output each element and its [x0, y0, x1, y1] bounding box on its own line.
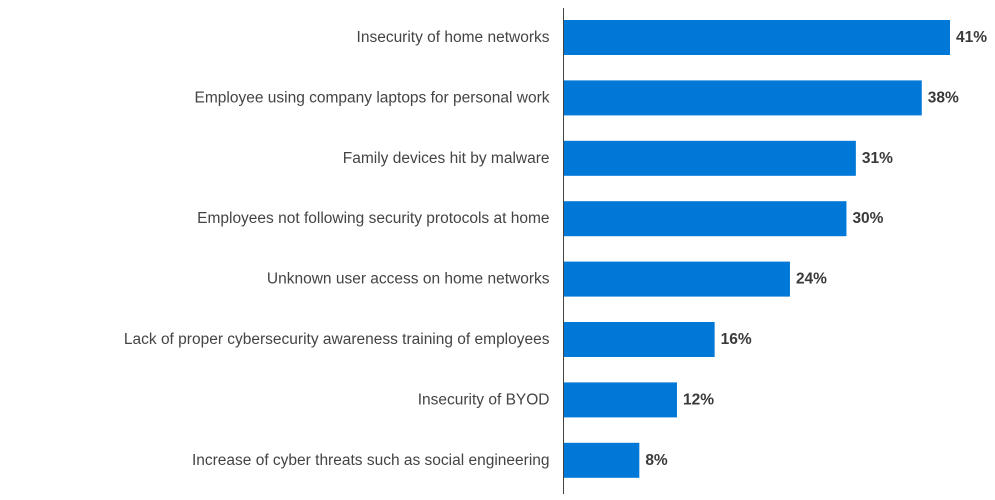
value-label-5: 16% [721, 331, 752, 348]
category-labels-group: Insecurity of home networks Employee usin… [124, 29, 550, 469]
bar-1 [564, 80, 922, 116]
category-label-4: Unknown user access on home networks [267, 271, 550, 288]
bar-3 [564, 201, 847, 237]
bar-6 [564, 382, 677, 418]
value-label-6: 12% [683, 391, 714, 408]
value-labels-group: 41% 38% 31% 30% 24% 16% 12% 8% [645, 29, 987, 469]
value-label-0: 41% [956, 29, 987, 46]
category-label-0: Insecurity of home networks [357, 29, 550, 46]
category-label-6: Insecurity of BYOD [418, 391, 550, 408]
value-label-2: 31% [862, 150, 893, 167]
category-label-3: Employees not following security protoco… [197, 210, 549, 227]
bar-2 [564, 140, 856, 176]
value-label-3: 30% [852, 210, 883, 227]
category-label-1: Employee using company laptops for perso… [195, 89, 550, 106]
bar-0 [564, 20, 950, 55]
bar-7 [564, 442, 640, 478]
category-label-7: Increase of cyber threats such as social… [192, 452, 550, 469]
value-label-7: 8% [645, 452, 668, 469]
category-label-5: Lack of proper cybersecurity awareness t… [124, 331, 550, 348]
category-label-2: Family devices hit by malware [343, 150, 550, 167]
bar-5 [564, 322, 715, 357]
bars-group [564, 20, 950, 478]
value-label-4: 24% [796, 271, 827, 288]
bar-4 [564, 261, 790, 297]
value-label-1: 38% [928, 89, 959, 106]
